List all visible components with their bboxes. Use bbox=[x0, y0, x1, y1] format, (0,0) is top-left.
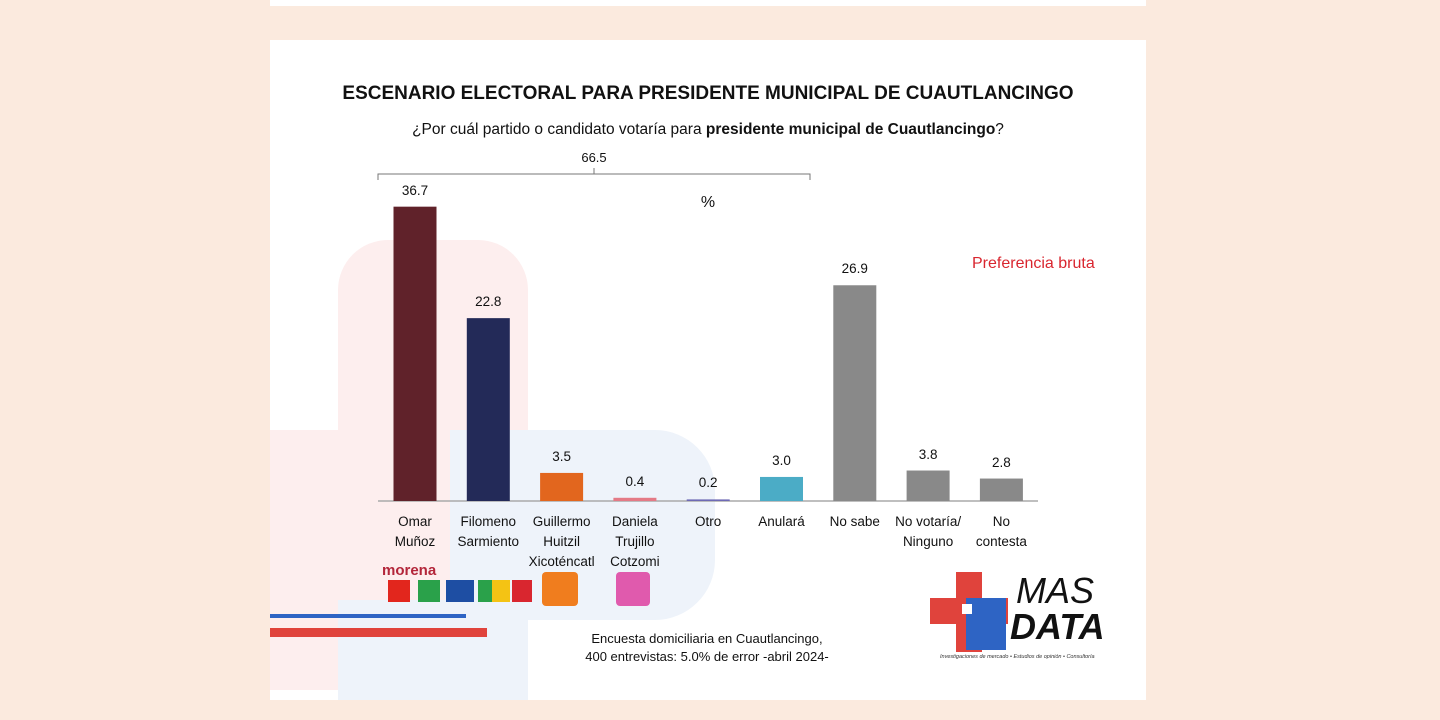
subtitle-bold: presidente municipal de Cuautlancingo bbox=[705, 121, 996, 138]
brand-line2: DATA bbox=[1010, 606, 1105, 647]
x-tick-label: Daniela Trujillo Cotzomi bbox=[610, 514, 660, 569]
stripe bbox=[270, 614, 466, 618]
x-tick-label: No sabe bbox=[829, 514, 880, 529]
subtitle-text: ¿Por cuál partido o candidato votaría pa… bbox=[412, 121, 702, 138]
bar bbox=[833, 285, 877, 501]
x-tick-label: Omar Muñoz bbox=[394, 514, 436, 549]
value-label: 3.5 bbox=[552, 448, 571, 464]
bg-shape bbox=[270, 430, 338, 690]
value-label: 3.0 bbox=[772, 452, 791, 468]
value-label: 0.4 bbox=[625, 473, 645, 489]
value-label: 26.9 bbox=[841, 261, 868, 277]
bracket-label: 66.5 bbox=[581, 150, 607, 165]
bar bbox=[686, 499, 730, 501]
subtitle: ¿Por cuál partido o candidato votaría pa… bbox=[270, 121, 1146, 139]
brand-tagline: Investigaciones de mercado • Estudios de… bbox=[940, 654, 1095, 660]
party-logo-text: morena bbox=[382, 562, 437, 579]
x-tick-label: Filomeno Sarmiento bbox=[457, 514, 520, 549]
subtitle-end: ? bbox=[995, 121, 1004, 138]
series-label: Preferencia bruta bbox=[972, 255, 1095, 272]
x-tick-label: Anulará bbox=[758, 514, 805, 529]
party-logos bbox=[388, 572, 650, 606]
bar bbox=[466, 318, 510, 501]
footer: Encuesta domiciliaria en Cuautlancingo, … bbox=[585, 631, 829, 664]
previous-card bbox=[270, 0, 1146, 6]
bracket bbox=[377, 168, 811, 180]
stripe bbox=[270, 628, 487, 637]
value-label: 0.2 bbox=[698, 475, 718, 491]
bar bbox=[393, 206, 437, 501]
x-tick-label: No votaría/ Ninguno bbox=[895, 514, 962, 549]
value-label: 3.8 bbox=[918, 446, 938, 462]
x-tick-label: Guillermo Huitzil Xicoténcatl bbox=[528, 514, 595, 569]
x-tick-label: No contesta bbox=[975, 514, 1027, 549]
bar bbox=[760, 476, 803, 501]
bar bbox=[613, 497, 657, 501]
value-label: 36.7 bbox=[401, 182, 429, 198]
bar bbox=[979, 478, 1023, 501]
unit-label: % bbox=[700, 194, 716, 211]
brand-line1: MAS bbox=[1016, 570, 1095, 611]
value-label: 2.8 bbox=[992, 454, 1011, 470]
bar bbox=[906, 470, 950, 501]
chart-title: ESCENARIO ELECTORAL PARA PRESIDENTE MUNI… bbox=[342, 83, 1074, 104]
bar bbox=[540, 472, 584, 501]
value-label: 22.8 bbox=[475, 294, 502, 310]
logo-cross bbox=[930, 572, 1008, 652]
x-tick-label: Otro bbox=[695, 514, 722, 529]
